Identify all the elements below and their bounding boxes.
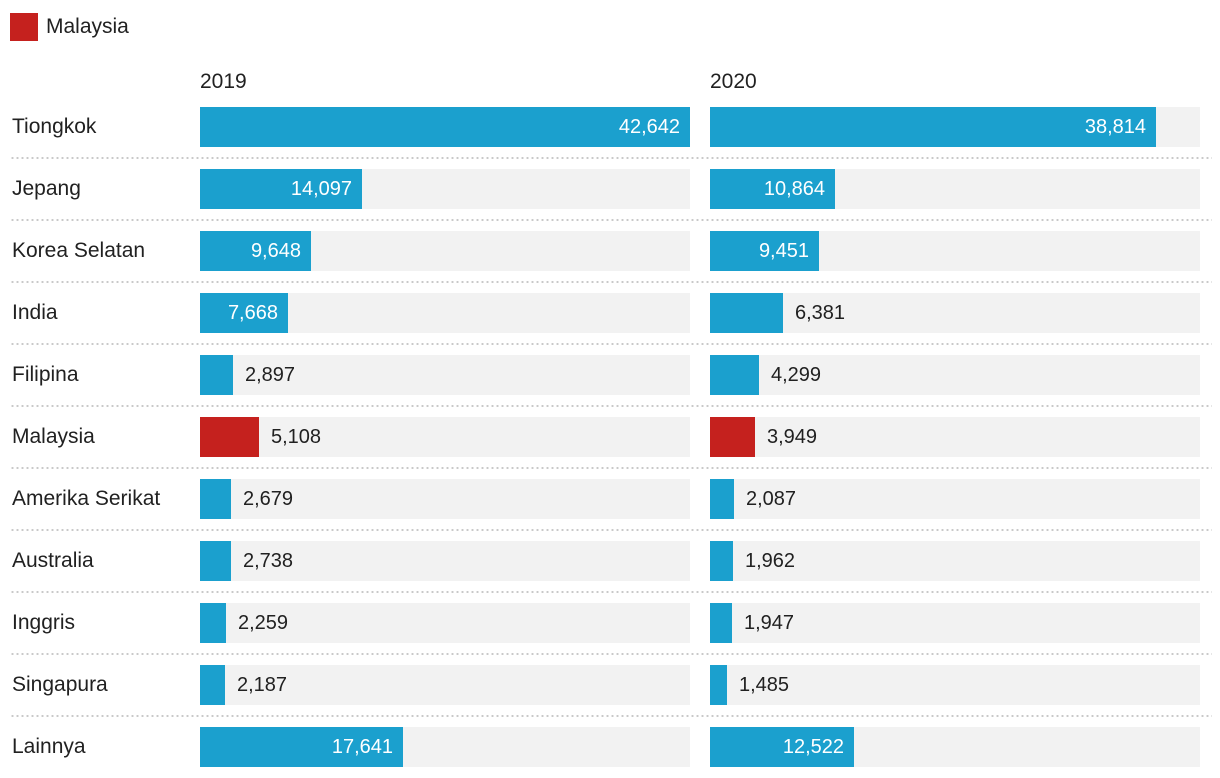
value-label: 4,299: [771, 364, 822, 386]
value-label: 1,485: [739, 674, 790, 696]
bar-track-2019: 2,187: [200, 665, 690, 705]
chart-row: Australia 2,738 1,962: [0, 530, 1220, 593]
bar-track-2019: 9,648: [200, 231, 690, 271]
value-label: 14,097: [290, 178, 352, 200]
column-headers: 2019 2020: [0, 68, 1220, 94]
chart-row: Malaysia 5,108 3,949: [0, 406, 1220, 469]
bar-track-2020: 9,451: [710, 231, 1200, 271]
bar-track-2019: 2,897: [200, 355, 690, 395]
bar: 17,641: [200, 727, 403, 767]
chart-row: Korea Selatan 9,648 9,451: [0, 220, 1220, 283]
value-label: 7,668: [227, 302, 278, 324]
value-label: 38,814: [1084, 116, 1146, 138]
bar: [710, 293, 783, 333]
category-label: Filipina: [12, 363, 79, 386]
bar-track-2020: 38,814: [710, 107, 1200, 147]
bar-track-2020: 2,087: [710, 479, 1200, 519]
value-label: 3,949: [767, 426, 818, 448]
chart-row: Singapura 2,187 1,485: [0, 654, 1220, 717]
value-label: 12,522: [782, 736, 844, 758]
bar: [710, 541, 733, 581]
category-label: Korea Selatan: [12, 239, 146, 262]
bar-highlight: [710, 417, 755, 457]
bar: [200, 665, 225, 705]
category-label: Amerika Serikat: [12, 487, 161, 510]
value-label: 9,451: [758, 240, 809, 262]
bar: 14,097: [200, 169, 362, 209]
value-label: 9,648: [250, 240, 301, 262]
value-label: 1,962: [745, 550, 796, 572]
bar: [200, 541, 231, 581]
bar: [710, 355, 759, 395]
bar-track-2020: 4,299: [710, 355, 1200, 395]
value-label: 1,947: [744, 612, 795, 634]
chart-row: Tiongkok 42,642 38,814: [0, 96, 1220, 159]
chart-rows: Tiongkok 42,642 38,814 Jepang 14,097 10,864 Ko…: [0, 96, 1220, 778]
bar: [710, 603, 732, 643]
bar: [200, 603, 226, 643]
category-label: Lainnya: [12, 735, 86, 758]
bar: 7,668: [200, 293, 288, 333]
bar: [710, 479, 734, 519]
value-label: 6,381: [795, 302, 846, 324]
bar-track-2020: 3,949: [710, 417, 1200, 457]
value-label: 2,738: [243, 550, 294, 572]
value-label: 2,897: [245, 364, 296, 386]
bar: [710, 665, 727, 705]
bar-track-2019: 42,642: [200, 107, 690, 147]
bar-track-2019: 14,097: [200, 169, 690, 209]
bar: 42,642: [200, 107, 690, 147]
chart-row: Inggris 2,259 1,947: [0, 592, 1220, 655]
bar-track-2019: 17,641: [200, 727, 690, 767]
value-label: 17,641: [331, 736, 393, 758]
value-label: 5,108: [271, 426, 322, 448]
value-label: 2,087: [746, 488, 797, 510]
category-label: Inggris: [12, 611, 76, 634]
bar: 38,814: [710, 107, 1156, 147]
value-label: 2,187: [237, 674, 288, 696]
value-label: 10,864: [763, 178, 825, 200]
column-header-2019: 2019: [200, 70, 247, 93]
value-label: 2,679: [243, 488, 294, 510]
chart-row: Amerika Serikat 2,679 2,087: [0, 468, 1220, 531]
bar-track-2020: 1,962: [710, 541, 1200, 581]
bar-track-2020: 1,947: [710, 603, 1200, 643]
category-label: Australia: [12, 549, 94, 572]
bar: 12,522: [710, 727, 854, 767]
bar-track-2019: 2,679: [200, 479, 690, 519]
bar-highlight: [200, 417, 259, 457]
column-header-2020: 2020: [710, 70, 757, 93]
bar: 9,648: [200, 231, 311, 271]
chart-row: Lainnya 17,641 12,522: [0, 716, 1220, 778]
legend-label: Malaysia: [46, 14, 129, 38]
bar: 10,864: [710, 169, 835, 209]
bar-track-2020: 12,522: [710, 727, 1200, 767]
category-label: India: [12, 301, 58, 324]
legend-swatch-malaysia: [10, 12, 38, 41]
bar-track-2019: 2,738: [200, 541, 690, 581]
bar-track-2019: 7,668: [200, 293, 690, 333]
category-label: Malaysia: [12, 425, 95, 448]
value-label: 42,642: [618, 116, 680, 138]
bar-track-2019: 5,108: [200, 417, 690, 457]
category-label: Tiongkok: [12, 115, 97, 138]
bar-track-2020: 1,485: [710, 665, 1200, 705]
legend: Malaysia: [0, 0, 1220, 41]
bar: 9,451: [710, 231, 819, 271]
bar: [200, 479, 231, 519]
category-label: Singapura: [12, 673, 108, 696]
chart-row: Filipina 2,897 4,299: [0, 344, 1220, 407]
bar-track-2020: 6,381: [710, 293, 1200, 333]
bar: [200, 355, 233, 395]
bar-track-2019: 2,259: [200, 603, 690, 643]
chart-row: India 7,668 6,381: [0, 282, 1220, 345]
chart-row: Jepang 14,097 10,864: [0, 158, 1220, 221]
value-label: 2,259: [238, 612, 289, 634]
category-label: Jepang: [12, 177, 81, 200]
bar-track-2020: 10,864: [710, 169, 1200, 209]
